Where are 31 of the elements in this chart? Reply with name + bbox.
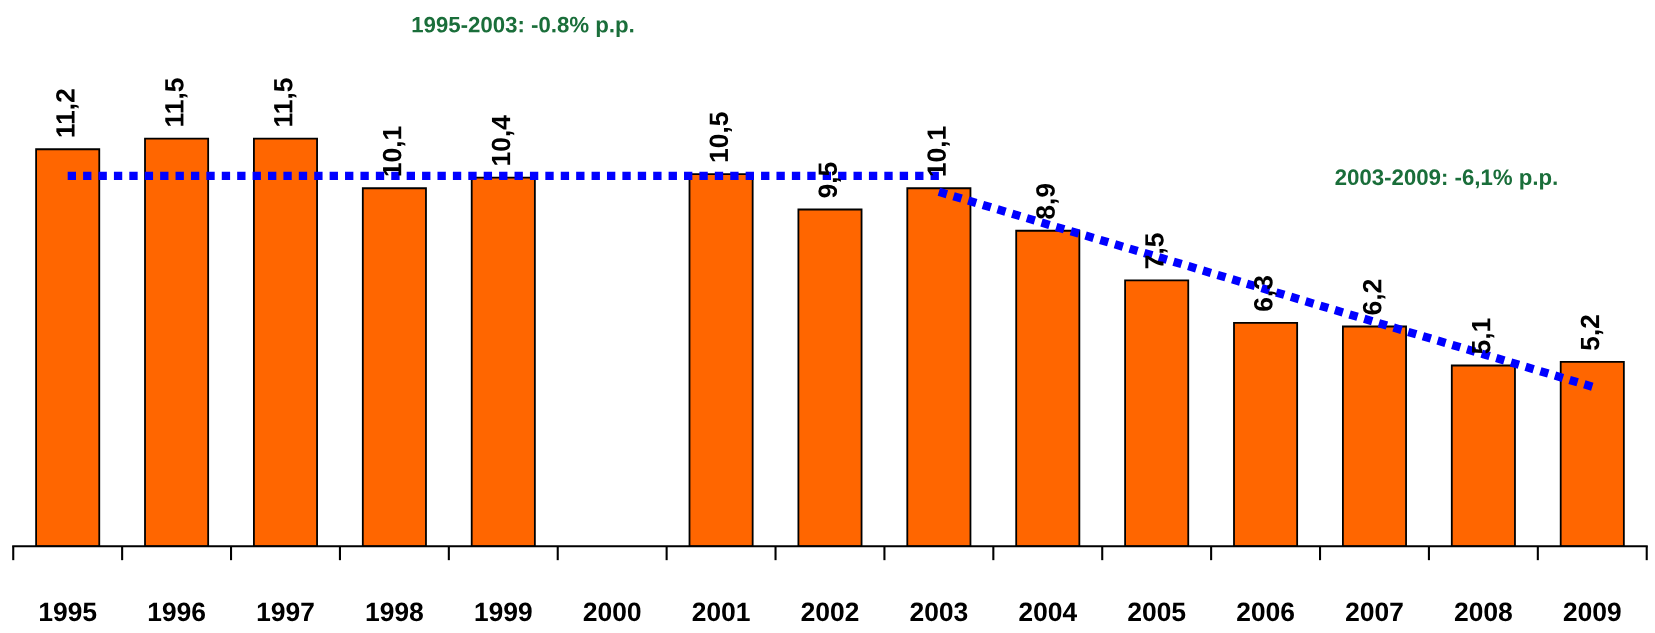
- data-label: 11,5: [274, 78, 297, 126]
- data-label: 10,1: [382, 126, 406, 176]
- x-tick-label: 2004: [1019, 602, 1077, 622]
- x-tick-label: 1999: [475, 602, 532, 622]
- x-tick-label: 1997: [257, 602, 314, 622]
- data-label: 11,2: [56, 89, 79, 137]
- x-tick-label: 2002: [801, 602, 859, 622]
- annotation: 2003-2009: -6,1% p.p.: [1335, 169, 1557, 190]
- x-tick-label: 2005: [1128, 602, 1186, 622]
- x-tick-label: 2003: [910, 602, 968, 622]
- x-tick-label: 1996: [148, 602, 205, 622]
- data-label: 11,5: [165, 78, 188, 126]
- x-tick-label: 2007: [1346, 602, 1403, 622]
- data-label: 10,1: [927, 126, 950, 176]
- data-label: 10,4: [491, 115, 515, 165]
- x-tick-label: 2001: [692, 602, 750, 622]
- text: 1995-2003: -0.8% p.p.: [412, 16, 634, 37]
- data-label: 6,2: [1362, 279, 1386, 315]
- x-tick-label: 2008: [1454, 602, 1512, 622]
- data-label: 7,5: [1145, 233, 1168, 269]
- data-label: 8,9: [1036, 183, 1059, 219]
- x-tick-label: 1995: [40, 602, 97, 622]
- x-tick-label: 2000: [583, 602, 641, 622]
- data-label: 10,5: [709, 112, 732, 162]
- data-label: 5,2: [1580, 315, 1604, 351]
- x-tick-label: 2009: [1563, 602, 1621, 622]
- data-label: 5,1: [1472, 318, 1495, 354]
- x-tick-label: 1998: [366, 602, 423, 622]
- data-label: 6,3: [1253, 276, 1277, 311]
- data-label: 9,5: [818, 162, 841, 198]
- x-tick-label: 2006: [1237, 602, 1294, 622]
